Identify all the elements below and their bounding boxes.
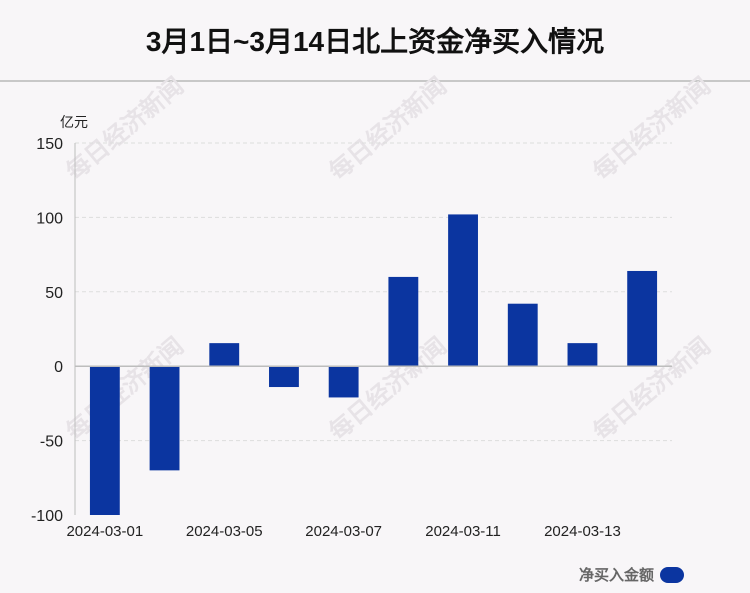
bar bbox=[209, 343, 240, 367]
bar bbox=[627, 270, 658, 367]
x-axis-ticks: 2024-03-01 2024-03-05 2024-03-07 2024-03-11… bbox=[66, 523, 620, 540]
bar bbox=[567, 343, 598, 367]
axes bbox=[74, 143, 672, 515]
chart-title: 3月1日~3月14日北上资金净买入情况 bbox=[145, 26, 605, 57]
x-tick-label: 2024-03-01 bbox=[66, 523, 143, 540]
y-axis-ticks: 150 100 50 0 -50 -100 bbox=[31, 136, 63, 525]
x-tick-label: 2024-03-11 bbox=[425, 523, 501, 540]
legend-swatch bbox=[660, 566, 684, 583]
bar bbox=[388, 276, 419, 367]
x-tick-label: 2024-03-05 bbox=[186, 523, 263, 540]
bar bbox=[89, 366, 120, 515]
bar bbox=[448, 214, 478, 367]
bars bbox=[89, 214, 658, 515]
bar bbox=[269, 366, 299, 388]
y-axis-unit-label: 亿元 bbox=[60, 114, 88, 130]
bar bbox=[149, 366, 180, 471]
x-tick-label: 2024-03-13 bbox=[544, 523, 621, 540]
y-tick-label: 50 bbox=[45, 285, 63, 302]
y-tick-label: 150 bbox=[36, 136, 63, 153]
y-tick-label: 100 bbox=[36, 210, 63, 227]
watermark-text: 每日经济新闻 bbox=[60, 71, 189, 186]
x-tick-label: 2024-03-07 bbox=[305, 523, 382, 540]
title-divider bbox=[0, 80, 750, 82]
legend-label: 净买入金额 bbox=[578, 567, 654, 584]
y-tick-label: 0 bbox=[54, 359, 63, 376]
bar bbox=[328, 366, 359, 398]
y-tick-label: -50 bbox=[40, 434, 63, 451]
watermark-text: 每日经济新闻 bbox=[323, 71, 452, 186]
y-tick-label: -100 bbox=[31, 508, 63, 525]
bar bbox=[507, 303, 538, 367]
legend: 净买入金额 bbox=[579, 564, 684, 585]
watermark-text: 每日经济新闻 bbox=[587, 71, 716, 186]
